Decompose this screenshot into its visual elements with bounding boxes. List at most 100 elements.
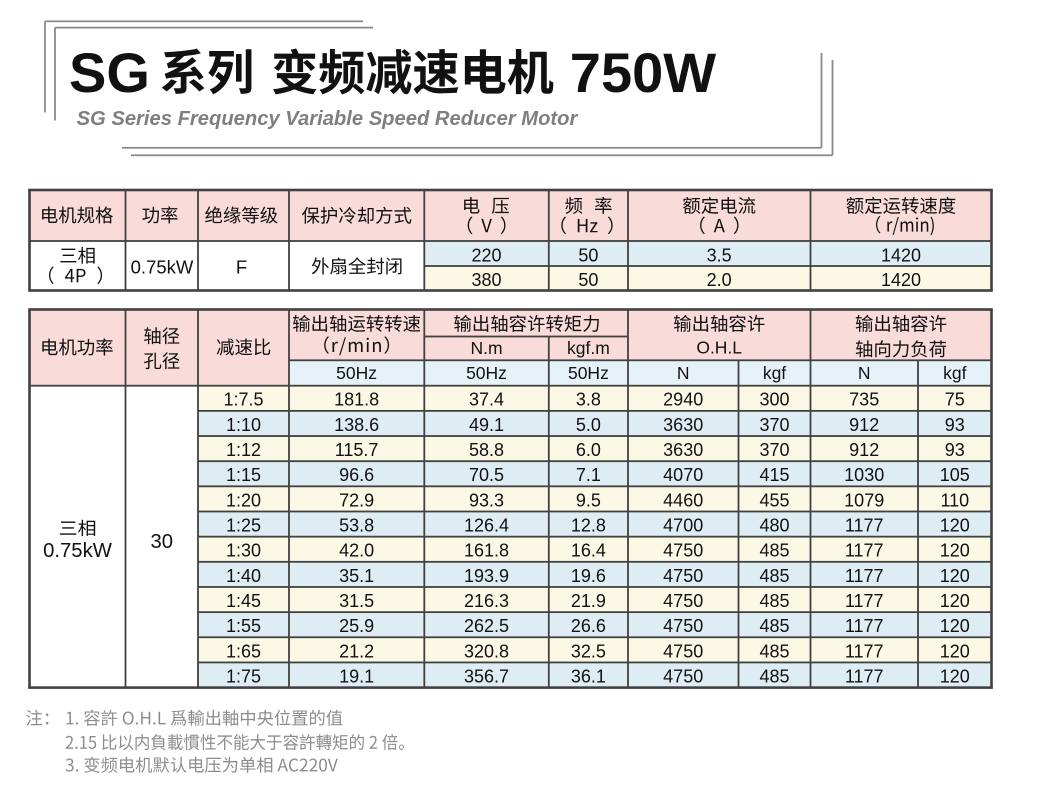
svg-text:37.4: 37.4: [469, 390, 504, 410]
svg-text:32.5: 32.5: [571, 641, 606, 661]
svg-text:220: 220: [471, 245, 501, 265]
svg-text:1177: 1177: [845, 641, 884, 661]
svg-text:370: 370: [759, 440, 789, 460]
svg-text:485: 485: [759, 616, 789, 636]
svg-text:161.8: 161.8: [464, 541, 509, 561]
svg-text:0.75kW: 0.75kW: [43, 540, 113, 562]
svg-text:25.9: 25.9: [339, 616, 374, 636]
svg-text:320.8: 320.8: [464, 641, 509, 661]
svg-text:120: 120: [940, 666, 970, 686]
svg-text:3630: 3630: [663, 415, 703, 435]
svg-text:1:15: 1:15: [226, 465, 261, 485]
svg-text:19.1: 19.1: [339, 666, 374, 686]
svg-text:50Hz: 50Hz: [466, 363, 507, 383]
svg-text:1177: 1177: [845, 616, 884, 636]
svg-text:4750: 4750: [663, 666, 703, 686]
svg-text:58.8: 58.8: [469, 440, 504, 460]
svg-text:30: 30: [151, 531, 174, 553]
svg-text:9.5: 9.5: [576, 490, 601, 510]
svg-text:31.5: 31.5: [339, 591, 374, 611]
svg-text:300: 300: [759, 390, 789, 410]
svg-text:4750: 4750: [663, 541, 703, 561]
svg-text:1177: 1177: [845, 566, 884, 586]
svg-text:12.8: 12.8: [571, 516, 606, 536]
svg-text:N: N: [858, 363, 871, 383]
svg-text:1:45: 1:45: [226, 591, 261, 611]
svg-text:72.9: 72.9: [339, 490, 374, 510]
svg-text:1420: 1420: [881, 270, 921, 290]
svg-text:4750: 4750: [663, 591, 703, 611]
svg-text:50Hz: 50Hz: [568, 363, 609, 383]
svg-text:O.H.L: O.H.L: [696, 338, 742, 358]
svg-text:1:20: 1:20: [226, 490, 261, 510]
svg-text:50: 50: [578, 245, 598, 265]
svg-text:36.1: 36.1: [571, 666, 606, 686]
svg-text:70.5: 70.5: [469, 465, 504, 485]
svg-text:N: N: [677, 363, 690, 383]
svg-text:262.5: 262.5: [464, 616, 509, 636]
svg-text:2940: 2940: [663, 390, 703, 410]
svg-text:138.6: 138.6: [334, 415, 379, 435]
svg-text:370: 370: [759, 415, 789, 435]
svg-text:93: 93: [945, 440, 965, 460]
svg-text:7.1: 7.1: [576, 465, 601, 485]
svg-text:SG: SG: [69, 41, 150, 104]
svg-text:120: 120: [940, 616, 970, 636]
svg-text:115.7: 115.7: [335, 440, 379, 460]
svg-text:1:30: 1:30: [226, 541, 261, 561]
svg-text:1079: 1079: [844, 490, 884, 510]
svg-text:3.8: 3.8: [576, 390, 601, 410]
svg-text:0.75kW: 0.75kW: [131, 257, 194, 278]
svg-text:485: 485: [759, 566, 789, 586]
svg-text:120: 120: [940, 566, 970, 586]
svg-text:6.0: 6.0: [576, 440, 601, 460]
svg-text:4700: 4700: [663, 516, 703, 536]
svg-text:485: 485: [759, 641, 789, 661]
svg-text:3.5: 3.5: [707, 245, 732, 265]
svg-text:1:12: 1:12: [226, 440, 261, 460]
svg-text:1:25: 1:25: [226, 516, 261, 536]
svg-text:1:65: 1:65: [226, 641, 261, 661]
svg-text:1177: 1177: [845, 591, 884, 611]
svg-text:750W: 750W: [570, 41, 716, 104]
svg-text:1177: 1177: [845, 541, 884, 561]
svg-text:485: 485: [759, 666, 789, 686]
svg-text:26.6: 26.6: [571, 616, 606, 636]
svg-text:912: 912: [849, 440, 879, 460]
svg-text:21.9: 21.9: [571, 591, 606, 611]
svg-text:5.0: 5.0: [576, 415, 601, 435]
svg-text:1420: 1420: [881, 245, 921, 265]
svg-text:4750: 4750: [663, 566, 703, 586]
svg-text:42.0: 42.0: [339, 541, 374, 561]
svg-text:356.7: 356.7: [464, 666, 509, 686]
svg-text:216.3: 216.3: [464, 591, 509, 611]
svg-text:93.3: 93.3: [469, 490, 504, 510]
svg-text:1:10: 1:10: [226, 415, 261, 435]
svg-text:380: 380: [471, 270, 501, 290]
svg-text:735: 735: [849, 390, 879, 410]
svg-text:126.4: 126.4: [464, 516, 509, 536]
svg-text:kgf: kgf: [943, 363, 966, 383]
svg-text:4750: 4750: [663, 616, 703, 636]
svg-text:2.0: 2.0: [707, 270, 732, 290]
svg-text:1:75: 1:75: [226, 666, 261, 686]
svg-text:50Hz: 50Hz: [336, 363, 377, 383]
svg-text:4460: 4460: [663, 490, 703, 510]
svg-text:16.4: 16.4: [571, 541, 606, 561]
svg-text:96.6: 96.6: [339, 465, 374, 485]
svg-text:120: 120: [940, 516, 970, 536]
svg-text:4070: 4070: [663, 465, 703, 485]
svg-text:1:55: 1:55: [226, 616, 261, 636]
svg-text:1177: 1177: [845, 666, 884, 686]
svg-text:455: 455: [759, 490, 789, 510]
svg-text:485: 485: [759, 591, 789, 611]
svg-text:120: 120: [940, 591, 970, 611]
svg-text:SG Series Frequency Variable S: SG Series Frequency Variable Speed Reduc…: [77, 108, 579, 130]
svg-text:1:7.5: 1:7.5: [223, 390, 263, 410]
svg-text:193.9: 193.9: [464, 566, 509, 586]
svg-text:912: 912: [849, 415, 879, 435]
svg-text:480: 480: [759, 516, 789, 536]
svg-text:49.1: 49.1: [469, 415, 504, 435]
svg-text:53.8: 53.8: [339, 516, 374, 536]
svg-text:120: 120: [940, 641, 970, 661]
